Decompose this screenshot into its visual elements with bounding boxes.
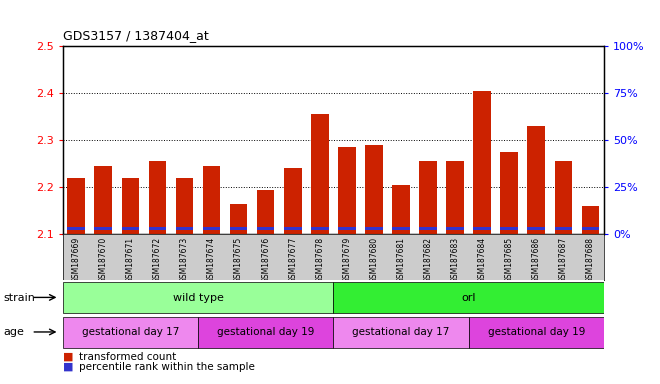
Text: GSM187673: GSM187673 bbox=[180, 237, 189, 283]
Text: GSM187680: GSM187680 bbox=[370, 237, 378, 283]
Text: GSM187685: GSM187685 bbox=[505, 237, 513, 283]
Text: strain: strain bbox=[3, 293, 35, 303]
Text: gestational day 19: gestational day 19 bbox=[488, 327, 585, 337]
Text: GSM187669: GSM187669 bbox=[72, 237, 81, 283]
Bar bbox=[284, 227, 302, 230]
Bar bbox=[500, 152, 518, 234]
Text: age: age bbox=[3, 327, 24, 337]
Bar bbox=[94, 166, 112, 234]
Bar bbox=[554, 161, 572, 234]
Bar bbox=[581, 206, 599, 234]
Bar bbox=[446, 161, 464, 234]
Text: GSM187671: GSM187671 bbox=[126, 237, 135, 283]
Text: ■: ■ bbox=[63, 362, 77, 372]
Bar bbox=[419, 227, 437, 230]
Bar bbox=[257, 190, 275, 234]
FancyBboxPatch shape bbox=[469, 316, 604, 348]
Text: GSM187670: GSM187670 bbox=[99, 237, 108, 283]
Bar bbox=[230, 227, 248, 230]
Bar bbox=[365, 145, 383, 234]
Text: gestational day 19: gestational day 19 bbox=[217, 327, 314, 337]
Bar bbox=[392, 185, 410, 234]
Bar bbox=[230, 204, 248, 234]
Bar bbox=[257, 227, 275, 230]
Bar bbox=[419, 161, 437, 234]
FancyBboxPatch shape bbox=[198, 316, 333, 348]
Text: GSM187686: GSM187686 bbox=[532, 237, 541, 283]
Bar bbox=[176, 178, 193, 234]
Bar bbox=[365, 227, 383, 230]
Text: GSM187679: GSM187679 bbox=[343, 237, 351, 283]
Bar bbox=[446, 227, 464, 230]
Text: orl: orl bbox=[461, 293, 476, 303]
Bar bbox=[527, 227, 545, 230]
Text: GSM187687: GSM187687 bbox=[559, 237, 568, 283]
Bar bbox=[338, 147, 356, 234]
Text: GSM187672: GSM187672 bbox=[153, 237, 162, 283]
Bar bbox=[392, 227, 410, 230]
Text: wild type: wild type bbox=[172, 293, 224, 303]
Bar bbox=[338, 227, 356, 230]
Bar bbox=[67, 227, 85, 230]
Text: GSM187675: GSM187675 bbox=[234, 237, 243, 283]
Text: percentile rank within the sample: percentile rank within the sample bbox=[79, 362, 255, 372]
Bar bbox=[473, 91, 491, 234]
Text: GSM187681: GSM187681 bbox=[397, 237, 405, 283]
Text: ■: ■ bbox=[63, 352, 77, 362]
Text: GSM187678: GSM187678 bbox=[315, 237, 324, 283]
FancyBboxPatch shape bbox=[63, 316, 198, 348]
Text: GSM187674: GSM187674 bbox=[207, 237, 216, 283]
Text: transformed count: transformed count bbox=[79, 352, 176, 362]
Bar bbox=[581, 227, 599, 230]
FancyBboxPatch shape bbox=[333, 282, 604, 313]
Bar bbox=[554, 227, 572, 230]
Bar bbox=[67, 178, 85, 234]
Bar bbox=[311, 114, 329, 234]
Bar bbox=[473, 227, 491, 230]
Bar bbox=[121, 178, 139, 234]
FancyBboxPatch shape bbox=[63, 282, 333, 313]
Text: GSM187684: GSM187684 bbox=[478, 237, 486, 283]
Text: gestational day 17: gestational day 17 bbox=[352, 327, 449, 337]
Bar bbox=[121, 227, 139, 230]
Text: GSM187682: GSM187682 bbox=[424, 237, 432, 283]
Bar bbox=[527, 126, 545, 234]
Bar bbox=[148, 161, 166, 234]
Text: GSM187676: GSM187676 bbox=[261, 237, 270, 283]
Bar bbox=[203, 166, 220, 234]
Bar bbox=[311, 227, 329, 230]
Text: GDS3157 / 1387404_at: GDS3157 / 1387404_at bbox=[63, 29, 209, 42]
Text: GSM187683: GSM187683 bbox=[451, 237, 459, 283]
Text: gestational day 17: gestational day 17 bbox=[82, 327, 179, 337]
Text: GSM187688: GSM187688 bbox=[586, 237, 595, 283]
Bar bbox=[500, 227, 518, 230]
Bar bbox=[148, 227, 166, 230]
Text: GSM187677: GSM187677 bbox=[288, 237, 297, 283]
FancyBboxPatch shape bbox=[333, 316, 469, 348]
Bar bbox=[284, 168, 302, 234]
Bar bbox=[94, 227, 112, 230]
Bar bbox=[203, 227, 220, 230]
Bar bbox=[176, 227, 193, 230]
